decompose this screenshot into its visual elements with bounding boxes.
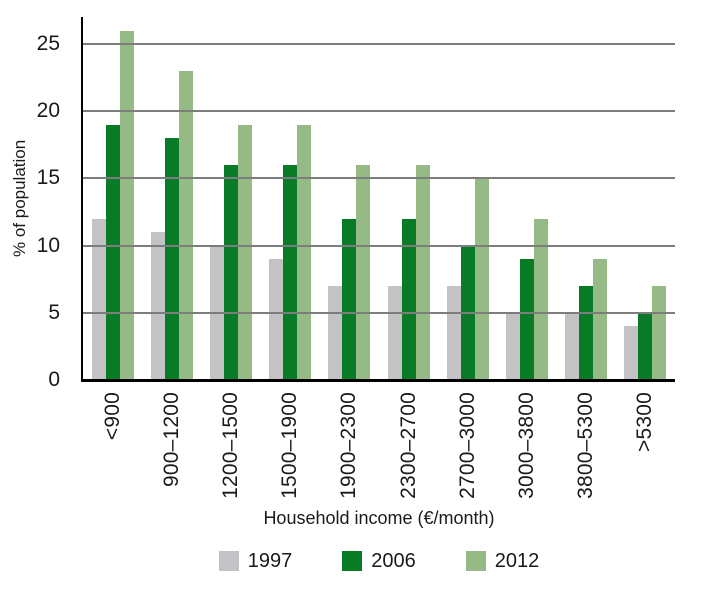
legend-item-2006: 2006 [342, 550, 416, 572]
bar-2012->5300 [652, 285, 667, 380]
bar-2006-2300–2700 [401, 218, 416, 380]
gridline-15 [81, 177, 675, 180]
bar-2006-3000–3800 [520, 259, 534, 380]
x-axis-title: Household income (€/month) [263, 508, 495, 528]
bar-1997-3000–3800 [506, 312, 520, 380]
bar-2012-<900 [119, 30, 134, 380]
y-tick-label-10: 10 [36, 233, 60, 257]
bar-1997-900–1200 [150, 232, 165, 380]
x-tick-label-2300–2700: 2300–2700 [396, 392, 420, 499]
bar-1997->5300 [624, 326, 639, 380]
bar-1997-3800–5300 [565, 312, 580, 380]
x-tick-label-1900–2300: 1900–2300 [337, 392, 361, 499]
bar-1997-1500–1900 [269, 259, 284, 380]
bar-2012-3000–3800 [534, 218, 548, 380]
x-tick-label-3800–5300: 3800–5300 [574, 392, 598, 499]
gridline-20 [81, 110, 675, 113]
bar-2006->5300 [638, 312, 653, 380]
x-tick-label-2700–3000: 2700–3000 [455, 392, 479, 499]
bar-2006-3800–5300 [579, 285, 594, 380]
bar-2012-1900–2300 [356, 165, 371, 380]
y-axis-title: % of population [10, 139, 29, 258]
y-axis-line [81, 17, 83, 381]
bar-2012-900–1200 [178, 70, 193, 380]
legend-item-1997: 1997 [218, 550, 293, 572]
bar-1997-1900–2300 [328, 285, 343, 380]
y-tick-label-5: 5 [48, 300, 60, 324]
legend: 1997 2006 2012 [83, 550, 675, 572]
gridline-10 [81, 244, 675, 247]
legend-item-2012: 2012 [465, 550, 540, 572]
bar-2006-1200–1500 [224, 165, 238, 380]
gridline-5 [81, 311, 675, 314]
legend-label-2012: 2012 [494, 550, 540, 572]
x-tick-label-<900: <900 [100, 392, 124, 441]
bar-2012-1500–1900 [297, 124, 312, 380]
bar-2012-3800–5300 [593, 259, 608, 380]
x-tick-label->5300: >5300 [633, 392, 657, 452]
y-tick-label-0: 0 [48, 368, 60, 391]
legend-label-2006: 2006 [371, 550, 416, 572]
x-tick-label-1500–1900: 1500–1900 [278, 392, 302, 499]
y-tick-label-20: 20 [36, 99, 60, 123]
bar-2012-2700–3000 [474, 178, 489, 380]
bar-2006-<900 [105, 124, 120, 380]
legend-swatch-2012-icon [465, 551, 486, 571]
bar-2006-1500–1900 [283, 165, 298, 380]
bar-2006-900–1200 [164, 138, 179, 380]
bar-1997-2700–3000 [446, 285, 461, 380]
gridline-25 [81, 43, 675, 45]
legend-label-1997: 1997 [247, 550, 293, 572]
x-axis-line [81, 379, 675, 382]
y-tick-label-25: 25 [36, 32, 60, 55]
bar-1997-2300–2700 [387, 285, 402, 380]
bar-2012-2300–2700 [415, 165, 430, 380]
bar-1997-<900 [91, 218, 106, 380]
y-tick-label-15: 15 [36, 166, 60, 190]
x-tick-label-1200–1500: 1200–1500 [219, 392, 242, 499]
legend-swatch-1997-icon [218, 551, 239, 571]
x-tick-label-3000–3800: 3000–3800 [515, 392, 538, 499]
legend-swatch-2006-icon [342, 551, 363, 571]
bar-2006-1900–2300 [342, 218, 357, 380]
x-tick-label-900–1200: 900–1200 [159, 392, 183, 488]
bar-2012-1200–1500 [238, 124, 252, 380]
